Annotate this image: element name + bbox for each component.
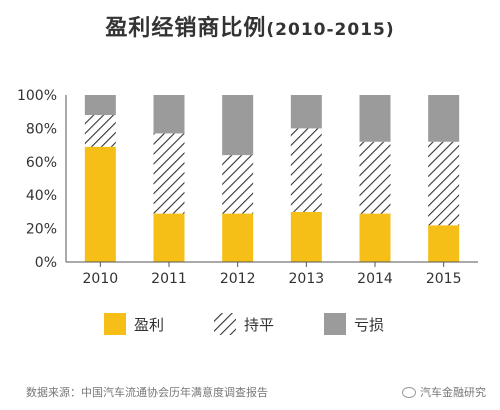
x-tick-label: 2011 — [151, 271, 187, 287]
bar-segment — [222, 95, 254, 156]
x-tick-label: 2014 — [357, 271, 393, 287]
bar-segment — [359, 95, 391, 142]
y-tick-label: 40% — [26, 188, 57, 204]
stacked-bar-chart: 0%20%40%60%80%100% 2010 2011 2012 2013 2014 2… — [17, 88, 478, 335]
y-tick-label: 60% — [26, 155, 57, 171]
x-tick-label: 2015 — [426, 271, 462, 287]
legend-swatch — [214, 313, 236, 335]
x-tick-label: 2012 — [220, 271, 256, 287]
legend-swatch — [324, 313, 346, 335]
legend-swatch — [104, 313, 126, 335]
bar-segment — [84, 115, 116, 147]
bar-segment — [359, 141, 391, 214]
y-tick-label: 0% — [35, 255, 57, 271]
bar-segment — [428, 141, 460, 226]
chart-title: 盈利经销商比例(2010-2015) — [0, 10, 500, 42]
data-source-note: 数据来源：中国汽车流通协会历年满意度调查报告 — [26, 386, 268, 399]
bar-segment — [428, 95, 460, 142]
brand-watermark: 汽车金融研究 — [402, 384, 486, 400]
x-tick-label: 2013 — [289, 271, 325, 287]
bar-segment — [359, 213, 391, 262]
bars — [84, 95, 460, 262]
y-tick-label: 100% — [17, 88, 57, 104]
title-main: 盈利经销商比例 — [105, 16, 267, 41]
y-axis: 0% 20% 40% 60% 80% 100% — [17, 88, 67, 271]
x-tick-label: 2010 — [83, 271, 119, 287]
y-tick-label: 20% — [26, 222, 57, 238]
bar-segment — [84, 146, 116, 262]
title-subtitle: (2010-2015) — [266, 20, 395, 40]
bar-segment — [290, 95, 322, 129]
bar-segment — [153, 95, 185, 134]
legend-label: 亏损 — [354, 316, 384, 334]
bar-segment — [428, 225, 460, 262]
brand-name: 汽车金融研究 — [420, 386, 486, 399]
x-axis: 2010 2011 2012 2013 2014 2015 — [66, 261, 478, 287]
bar-segment — [222, 155, 254, 214]
bar-segment — [222, 213, 254, 262]
bar-segment — [153, 213, 185, 262]
chat-bubble-icon — [402, 386, 416, 398]
bar-segment — [84, 95, 116, 116]
legend-label: 盈利 — [134, 316, 164, 334]
bar-segment — [153, 133, 185, 214]
bar-segment — [290, 211, 322, 262]
legend-label: 持平 — [244, 316, 274, 334]
bar-segment — [290, 128, 322, 212]
y-tick-label: 80% — [26, 121, 57, 137]
legend: 盈利 持平 亏损 — [104, 313, 384, 335]
